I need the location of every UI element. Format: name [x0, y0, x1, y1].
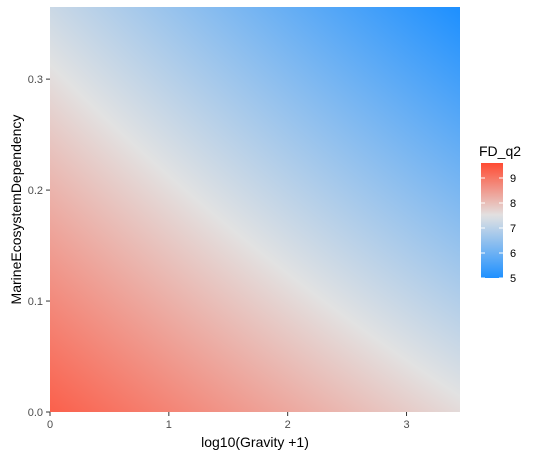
y-tick-label: 0.2	[28, 185, 43, 197]
legend-tick-label: 5	[510, 273, 516, 285]
x-tick-label: 0	[47, 419, 53, 431]
heatmap-raster	[50, 7, 460, 412]
x-axis-title: log10(Gravity +1)	[201, 434, 309, 450]
x-tick-label: 2	[285, 419, 291, 431]
y-tick-label: 0.1	[28, 296, 43, 308]
x-tick-label: 3	[403, 419, 409, 431]
y-axis: 0.0 0.1 0.2 0.3	[28, 74, 50, 419]
y-axis-title: MarineEcosystemDependency	[8, 115, 24, 305]
plot-panel	[50, 7, 460, 412]
x-axis: 0 1 2 3	[47, 412, 410, 431]
x-tick-label: 1	[166, 419, 172, 431]
y-tick-label: 0.0	[28, 407, 43, 419]
y-tick-label: 0.3	[28, 74, 43, 86]
legend-tick-label: 6	[510, 248, 516, 260]
legend-colorbar	[481, 163, 503, 278]
legend-tick-label: 7	[510, 223, 516, 235]
legend-tick-label: 8	[510, 198, 516, 210]
legend-title: FD_q2	[479, 143, 521, 159]
color-legend: FD_q2 5 6 7 8 9	[479, 143, 521, 285]
legend-tick-label: 9	[510, 173, 516, 185]
